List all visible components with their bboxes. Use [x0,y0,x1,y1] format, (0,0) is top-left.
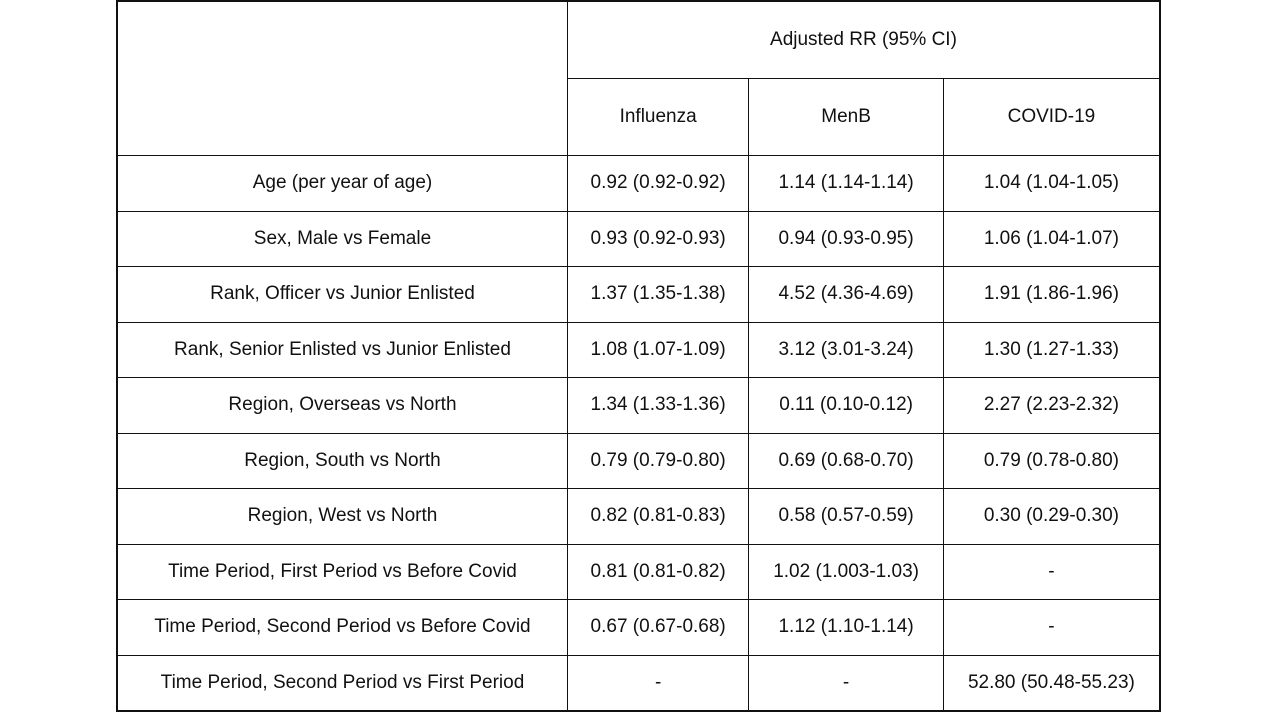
cell-covid19: - [942,543,1161,600]
cell-menb: 0.69 (0.68-0.70) [748,432,944,489]
cell-influenza: 0.93 (0.92-0.93) [566,210,750,267]
cell-influenza: - [566,654,750,712]
row-label: Rank, Officer vs Junior Enlisted [116,266,568,323]
cell-covid19: 52.80 (50.48-55.23) [942,654,1161,712]
cell-covid19: 1.06 (1.04-1.07) [942,210,1161,267]
table-row: Sex, Male vs Female 0.93 (0.92-0.93) 0.9… [116,210,1161,267]
row-label: Rank, Senior Enlisted vs Junior Enlisted [116,321,568,378]
header-row-columns: Influenza MenB COVID-19 [117,78,1161,156]
row-label: Time Period, Second Period vs First Peri… [116,654,568,712]
cell-covid19: 2.27 (2.23-2.32) [942,377,1161,434]
table-row: Region, South vs North 0.79 (0.79-0.80) … [116,432,1161,489]
results-table: Adjusted RR (95% CI) Influenza MenB COVI… [116,0,1161,712]
header-row-group: Adjusted RR (95% CI) [116,0,1161,156]
cell-menb: 1.02 (1.003-1.03) [748,543,944,600]
cell-covid19: 1.91 (1.86-1.96) [942,266,1161,323]
row-label: Age (per year of age) [116,155,568,212]
column-header-covid19: COVID-19 [942,78,1161,156]
row-label: Time Period, First Period vs Before Covi… [116,543,568,600]
table-row: Time Period, First Period vs Before Covi… [116,543,1161,600]
cell-influenza: 1.37 (1.35-1.38) [566,266,750,323]
row-label: Sex, Male vs Female [116,210,568,267]
row-label: Time Period, Second Period vs Before Cov… [116,599,568,656]
table-row: Time Period, Second Period vs Before Cov… [116,599,1161,656]
table-row: Time Period, Second Period vs First Peri… [116,654,1161,712]
column-header-menb: MenB [748,78,944,156]
cell-influenza: 0.82 (0.81-0.83) [566,488,750,545]
cell-menb: 0.58 (0.57-0.59) [748,488,944,545]
empty-corner-cell [116,0,568,156]
cell-influenza: 1.34 (1.33-1.36) [566,377,750,434]
cell-menb: 1.14 (1.14-1.14) [748,155,944,212]
table-row: Rank, Officer vs Junior Enlisted 1.37 (1… [116,266,1161,323]
cell-influenza: 0.67 (0.67-0.68) [566,599,750,656]
cell-influenza: 0.81 (0.81-0.82) [566,543,750,600]
table-row: Age (per year of age) 0.92 (0.92-0.92) 1… [116,155,1161,212]
row-label: Region, South vs North [116,432,568,489]
group-header-cell: Adjusted RR (95% CI) [566,0,1161,79]
cell-menb: 1.12 (1.10-1.14) [748,599,944,656]
cell-covid19: 0.79 (0.78-0.80) [942,432,1161,489]
cell-menb: - [748,654,944,712]
cell-influenza: 1.08 (1.07-1.09) [566,321,750,378]
cell-covid19: 1.04 (1.04-1.05) [942,155,1161,212]
cell-menb: 4.52 (4.36-4.69) [748,266,944,323]
cell-covid19: 0.30 (0.29-0.30) [942,488,1161,545]
row-label: Region, West vs North [116,488,568,545]
column-header-influenza: Influenza [566,78,750,156]
cell-influenza: 0.92 (0.92-0.92) [566,155,750,212]
table-row: Region, West vs North 0.82 (0.81-0.83) 0… [116,488,1161,545]
row-label: Region, Overseas vs North [116,377,568,434]
cell-covid19: - [942,599,1161,656]
cell-covid19: 1.30 (1.27-1.33) [942,321,1161,378]
cell-menb: 0.94 (0.93-0.95) [748,210,944,267]
table-row: Region, Overseas vs North 1.34 (1.33-1.3… [116,377,1161,434]
table-row: Rank, Senior Enlisted vs Junior Enlisted… [116,321,1161,378]
cell-influenza: 0.79 (0.79-0.80) [566,432,750,489]
cell-menb: 3.12 (3.01-3.24) [748,321,944,378]
cell-menb: 0.11 (0.10-0.12) [748,377,944,434]
